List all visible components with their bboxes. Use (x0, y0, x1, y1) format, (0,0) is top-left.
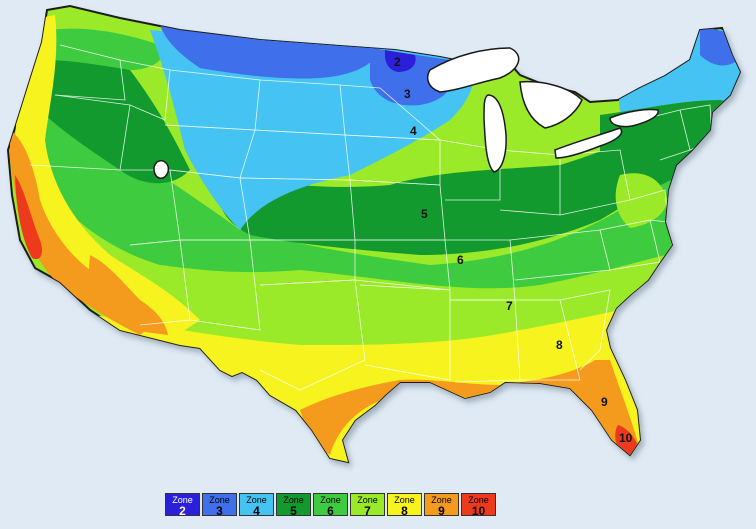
great-lakes (153, 47, 659, 179)
zone-9-arizona (88, 255, 168, 335)
map-label-zone-9: 9 (601, 395, 608, 409)
map-label-zone-6: 6 (457, 253, 464, 267)
legend-zone-number: 10 (471, 504, 486, 518)
map-label-zone-3: 3 (404, 87, 411, 101)
legend-zone-number: 9 (438, 504, 445, 518)
legend-zone-word: Zone (246, 495, 267, 505)
legend-zone-9[interactable]: Zone 9 (424, 493, 459, 518)
legend-zone-word: Zone (357, 495, 378, 505)
zone-3-maine (700, 25, 738, 66)
legend-zone-word: Zone (394, 495, 415, 505)
legend-zone-word: Zone (209, 495, 230, 505)
lake-superior (427, 47, 520, 93)
legend-zone-6[interactable]: Zone 6 (313, 493, 348, 518)
zone-10-california (15, 175, 43, 260)
legend-zone-number: 6 (327, 504, 334, 518)
map-label-zone-8: 8 (556, 338, 563, 352)
legend-zone-7[interactable]: Zone 7 (350, 493, 385, 518)
legend-zone-8[interactable]: Zone 8 (387, 493, 422, 518)
legend-zone-word: Zone (320, 495, 341, 505)
legend-zone-number: 5 (290, 504, 297, 518)
map-label-zone-7: 7 (506, 299, 513, 313)
map-label-zone-10: 10 (619, 431, 633, 445)
great-salt-lake (153, 160, 170, 179)
lake-michigan (483, 94, 507, 173)
legend-zone-4[interactable]: Zone 4 (239, 493, 274, 518)
zone-5-northwest (40, 55, 190, 184)
zone-legend: Zone 2 Zone 3 Zone 4 Zone 5 Zone 6 Zone 7 Zone 8 Zone 9… (165, 493, 496, 518)
legend-zone-number: 8 (401, 504, 408, 518)
legend-zone-number: 3 (216, 504, 223, 518)
lake-huron (519, 80, 583, 129)
zone-2-minnesota (384, 50, 416, 72)
zone-3-north (160, 25, 380, 79)
state-lines (29, 44, 713, 391)
zone-9-gulf (300, 360, 640, 455)
map-label-zone-5: 5 (421, 207, 428, 221)
legend-zone-number: 4 (253, 504, 260, 518)
legend-zone-10[interactable]: Zone 10 (461, 493, 496, 518)
legend-zone-5[interactable]: Zone 5 (276, 493, 311, 518)
lake-erie (554, 127, 623, 159)
legend-zone-2[interactable]: Zone 2 (165, 493, 200, 518)
us-map: 2 3 4 5 6 7 8 9 10 (6, 4, 742, 464)
legend-zone-3[interactable]: Zone 3 (202, 493, 237, 518)
zone-6-band (40, 106, 740, 289)
map-label-zone-2: 2 (394, 55, 401, 69)
legend-zone-number: 2 (179, 504, 186, 518)
zone-6-northwest (45, 28, 163, 71)
zone-7-east (615, 173, 668, 228)
legend-zone-number: 7 (364, 504, 371, 518)
legend-zone-word: Zone (172, 495, 193, 505)
map-label-zone-4: 4 (410, 124, 417, 138)
legend-zone-word: Zone (283, 495, 304, 505)
legend-zone-word: Zone (468, 495, 489, 505)
lake-ontario (609, 108, 659, 128)
legend-zone-word: Zone (431, 495, 452, 505)
